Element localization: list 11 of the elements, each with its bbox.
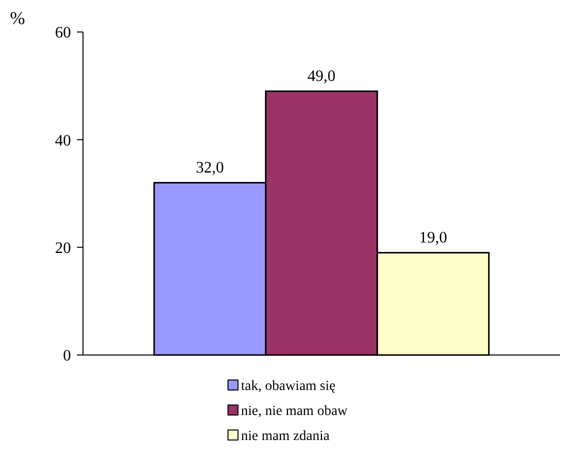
y-tick-label: 60 bbox=[55, 24, 71, 42]
data-label: 49,0 bbox=[308, 68, 336, 86]
y-tick-label: 40 bbox=[55, 132, 71, 150]
data-label: 19,0 bbox=[419, 230, 448, 247]
y-axis-title: % bbox=[10, 8, 25, 28]
legend-label: nie, nie mam obaw bbox=[241, 404, 348, 419]
legend-label: tak, obawiam się bbox=[241, 378, 336, 394]
data-label: 32,0 bbox=[196, 160, 224, 177]
legend-label: nie mam zdania bbox=[241, 428, 330, 444]
y-tick-label: 0 bbox=[63, 348, 71, 365]
y-tick-label: 20 bbox=[55, 240, 71, 257]
